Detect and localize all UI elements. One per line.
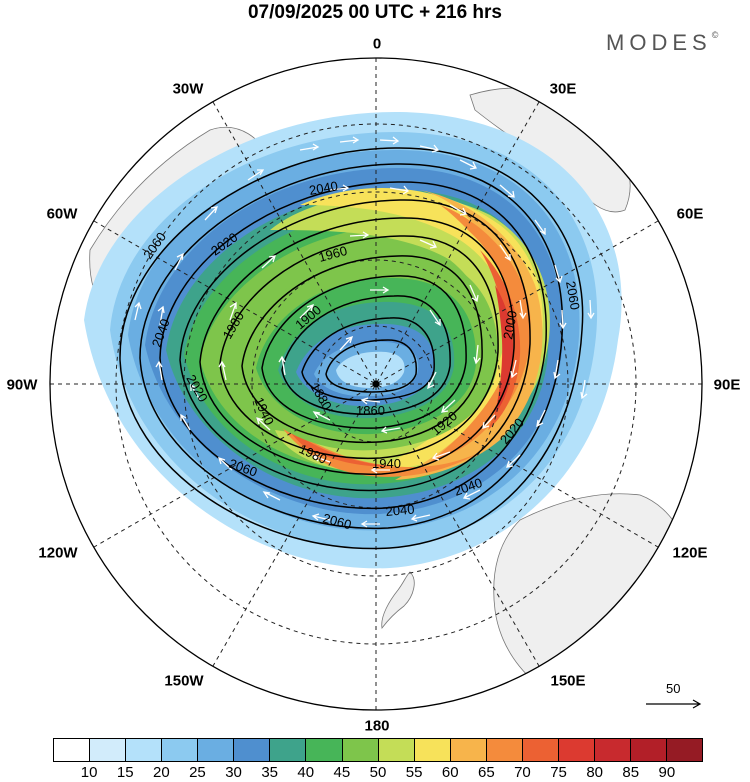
colorbar-tick-label: 20 (152, 764, 170, 781)
colorbar-swatch (558, 739, 595, 761)
brand-name: MODES (606, 30, 712, 55)
reference-vector-label: 50 (666, 681, 681, 696)
colorbar-swatch (270, 739, 307, 761)
lon-label-60e: 60E (676, 205, 704, 223)
colorbar-tick-label: 40 (297, 764, 315, 781)
colorbar-tick-label: 25 (189, 764, 206, 781)
colorbar-tick-label: 90 (658, 764, 676, 781)
contour-1920 (261, 275, 467, 429)
lon-label-30w: 30W (172, 80, 204, 98)
contour-label-1960: 1960 (317, 243, 349, 265)
lon-label-90w: 90W (6, 376, 38, 394)
colorbar-swatch (414, 739, 451, 761)
colorbar-swatch (631, 739, 668, 761)
contour-1940 (241, 255, 483, 444)
contour-label-2040-c: 2040 (385, 502, 415, 519)
contour-1960 (219, 235, 499, 460)
colorbar-swatch (126, 739, 163, 761)
colorbar-swatch (450, 739, 487, 761)
colorbar-tick-label: 45 (333, 764, 351, 781)
contour-1880 (301, 317, 435, 401)
contour-label-2060-d: 2060 (563, 280, 583, 311)
colorbar-tick-label: 65 (477, 764, 495, 781)
contour-1980 (199, 217, 515, 475)
colorbar-tick-label: 55 (405, 764, 423, 781)
contour-2060 (119, 147, 584, 550)
colorbar-swatch (486, 739, 523, 761)
land-australia (493, 493, 693, 701)
lon-label-0: 0 (372, 35, 382, 53)
colorbar-swatch (198, 739, 235, 761)
contour-1900 (281, 295, 451, 415)
lon-label-90e: 90E (713, 376, 741, 394)
lon-label-180: 180 (364, 717, 390, 735)
colorbar-tick-label: 75 (550, 764, 567, 781)
colorbar-swatch (90, 739, 127, 761)
colorbar-swatch (378, 739, 415, 761)
colorbar-tick-label: 80 (586, 764, 603, 781)
map-boundary (49, 57, 703, 711)
colorbar-swatch (342, 739, 379, 761)
colorbar (53, 738, 703, 762)
colorbar-tick-label: 50 (369, 764, 387, 781)
height-contours (119, 147, 584, 550)
contour-label-2040-a: 2040 (308, 178, 339, 198)
colorbar-swatch (306, 739, 343, 761)
map-title: 07/09/2025 00 UTC + 216 hrs (247, 2, 503, 23)
colorbar-tick-label: 30 (225, 764, 242, 781)
colorbar-swatch (234, 739, 271, 761)
contour-label-1860: 1860 (356, 403, 385, 418)
colorbar-swatch (162, 739, 199, 761)
colorbar-tick-label: 60 (441, 764, 459, 781)
reference-vector-arrow (646, 699, 702, 709)
lon-label-30e: 30E (549, 80, 577, 98)
contour-2020 (159, 181, 547, 510)
pole-marker (372, 380, 380, 388)
contour-2000 (179, 199, 531, 492)
land-new-zealand (381, 571, 415, 629)
copyright-mark: © (711, 30, 719, 40)
colorbar-swatch (522, 739, 559, 761)
wind-vectors (134, 136, 595, 528)
contour-label-2060-c: 2060 (321, 510, 353, 532)
contour-label-1940-b: 1940 (372, 456, 401, 471)
colorbar-swatch (594, 739, 631, 761)
colorbar-tick-label: 35 (261, 764, 278, 781)
modes-logo: MODES© (606, 30, 718, 56)
contour-2040 (139, 163, 564, 530)
lon-label-150e: 150E (550, 672, 586, 690)
contour-label-2000: 2000 (500, 309, 520, 340)
colorbar-tick-label: 70 (514, 764, 531, 781)
contour-1860 (325, 339, 418, 393)
colorbar-swatch (54, 739, 91, 761)
colorbar-swatch (667, 739, 703, 761)
colorbar-tick-label: 15 (116, 764, 134, 781)
lon-label-60w: 60W (46, 205, 78, 223)
colorbar-tick-label: 85 (622, 764, 640, 781)
colorbar-tick-label: 10 (80, 764, 98, 781)
lon-label-120e: 120E (672, 544, 708, 562)
lon-label-150w: 150W (164, 672, 204, 690)
lon-label-120w: 120W (38, 544, 78, 562)
